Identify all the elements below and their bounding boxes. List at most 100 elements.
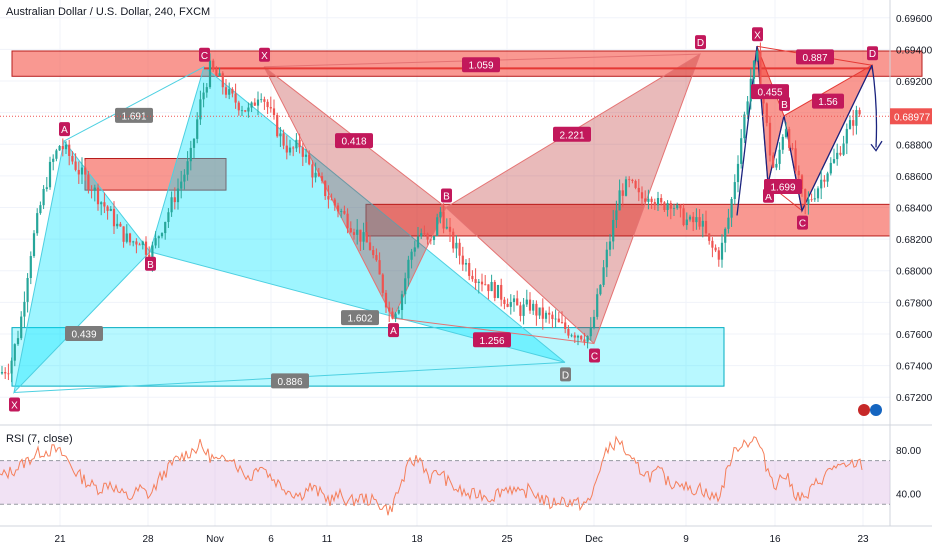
- candle-body: [87, 174, 90, 190]
- candle-body: [154, 238, 157, 246]
- candle-body: [45, 187, 48, 189]
- candle-body: [269, 107, 272, 109]
- candle-body: [474, 279, 477, 284]
- y-tick-label: 0.67400: [896, 362, 932, 373]
- candle-body: [599, 284, 602, 295]
- candle-body: [311, 164, 314, 178]
- ratio-label: 1.602: [347, 314, 372, 325]
- candle-body: [391, 311, 394, 319]
- candle-body: [362, 232, 365, 242]
- candle-body: [506, 303, 509, 307]
- candle-body: [295, 139, 298, 149]
- candle-body: [80, 167, 84, 175]
- candle-body: [199, 99, 202, 120]
- time-axis[interactable]: 21 28 Nov 6 11 18 25 Dec 9 16 23: [0, 525, 932, 545]
- candle-body: [365, 232, 368, 243]
- candle-body: [352, 232, 356, 235]
- ratio-badge: [764, 178, 802, 194]
- candle-body: [740, 138, 743, 164]
- candle-body: [237, 102, 240, 111]
- candle-body: [48, 161, 52, 188]
- candle-body: [768, 122, 772, 156]
- candle-body: [164, 221, 167, 234]
- candle-body: [320, 176, 324, 181]
- candle-body: [39, 205, 42, 214]
- candle-body: [512, 298, 516, 302]
- candle-body: [119, 223, 122, 227]
- candle-body: [634, 180, 637, 188]
- candle-body: [589, 327, 592, 337]
- pattern-point-badge: [9, 397, 20, 412]
- y-tick-label: 0.68400: [896, 204, 932, 215]
- candle-body: [356, 229, 359, 235]
- candle-body: [90, 189, 93, 191]
- flag-icon: [870, 404, 882, 416]
- candle-body: [781, 136, 784, 150]
- pattern-point-label: B: [147, 260, 154, 271]
- candle-body: [74, 161, 77, 170]
- candle-body: [253, 102, 256, 106]
- candle-body: [605, 249, 608, 268]
- candle-body: [68, 144, 71, 156]
- pattern-point-label: X: [754, 30, 761, 41]
- ratio-label: 1.059: [468, 61, 493, 72]
- rsi-title: RSI (7, close): [6, 433, 73, 445]
- candle-body: [224, 87, 228, 95]
- price-axis[interactable]: 0.696000.694000.692000.690000.688000.686…: [0, 0, 932, 526]
- candle-body: [810, 199, 813, 201]
- candle-body: [807, 199, 810, 205]
- candle-body: [797, 170, 800, 176]
- rsi-band: [0, 460, 890, 505]
- candle-body: [477, 281, 480, 284]
- candle-body: [848, 120, 852, 129]
- rsi-pane[interactable]: 80.00 40.00: [0, 435, 921, 516]
- ratio-label: 2.221: [559, 130, 584, 141]
- candle-body: [688, 216, 692, 220]
- candle-body: [628, 179, 631, 181]
- candle-body: [468, 262, 471, 276]
- ratio-label: 0.418: [341, 137, 366, 148]
- candle-body: [448, 226, 452, 232]
- ratio-badge: [751, 84, 789, 100]
- candle-body: [36, 213, 39, 234]
- candle-body: [266, 101, 269, 108]
- candle-body: [234, 93, 237, 103]
- candle-body: [276, 115, 279, 137]
- candle-body: [672, 208, 676, 209]
- candle-body: [196, 119, 199, 139]
- candle-body: [436, 217, 439, 236]
- candle-body: [442, 211, 445, 229]
- candle-body: [439, 211, 442, 218]
- candle-body: [647, 198, 650, 202]
- candle-body: [778, 149, 781, 164]
- candle-body: [608, 241, 612, 250]
- candle-body: [570, 335, 573, 337]
- pattern-point-badge: [779, 96, 790, 111]
- candle-body: [759, 51, 762, 89]
- candle-body: [381, 274, 384, 293]
- pattern-xab-triangle: [13, 139, 151, 395]
- candle-body: [292, 147, 295, 149]
- candle-body: [93, 187, 96, 191]
- candle-body: [788, 129, 791, 148]
- y-tick-label: 0.67200: [896, 393, 932, 404]
- x-tick-label: 9: [683, 534, 689, 545]
- candle-body: [548, 312, 551, 315]
- ratio-badge: [796, 49, 834, 65]
- candle-body: [218, 73, 221, 77]
- candle-body: [394, 313, 397, 319]
- candle-body: [445, 226, 448, 229]
- candle-body: [122, 226, 125, 242]
- candle-body: [692, 216, 695, 223]
- candle-body: [16, 338, 20, 345]
- candle-body: [596, 294, 599, 317]
- candle-body: [573, 335, 576, 338]
- candle-body: [775, 163, 778, 168]
- candle-body: [701, 220, 704, 227]
- candle-body: [256, 99, 260, 106]
- candle-body: [109, 208, 112, 211]
- candle-body: [359, 229, 362, 242]
- ratio-label: 1.56: [818, 97, 838, 108]
- candle-body: [397, 309, 400, 314]
